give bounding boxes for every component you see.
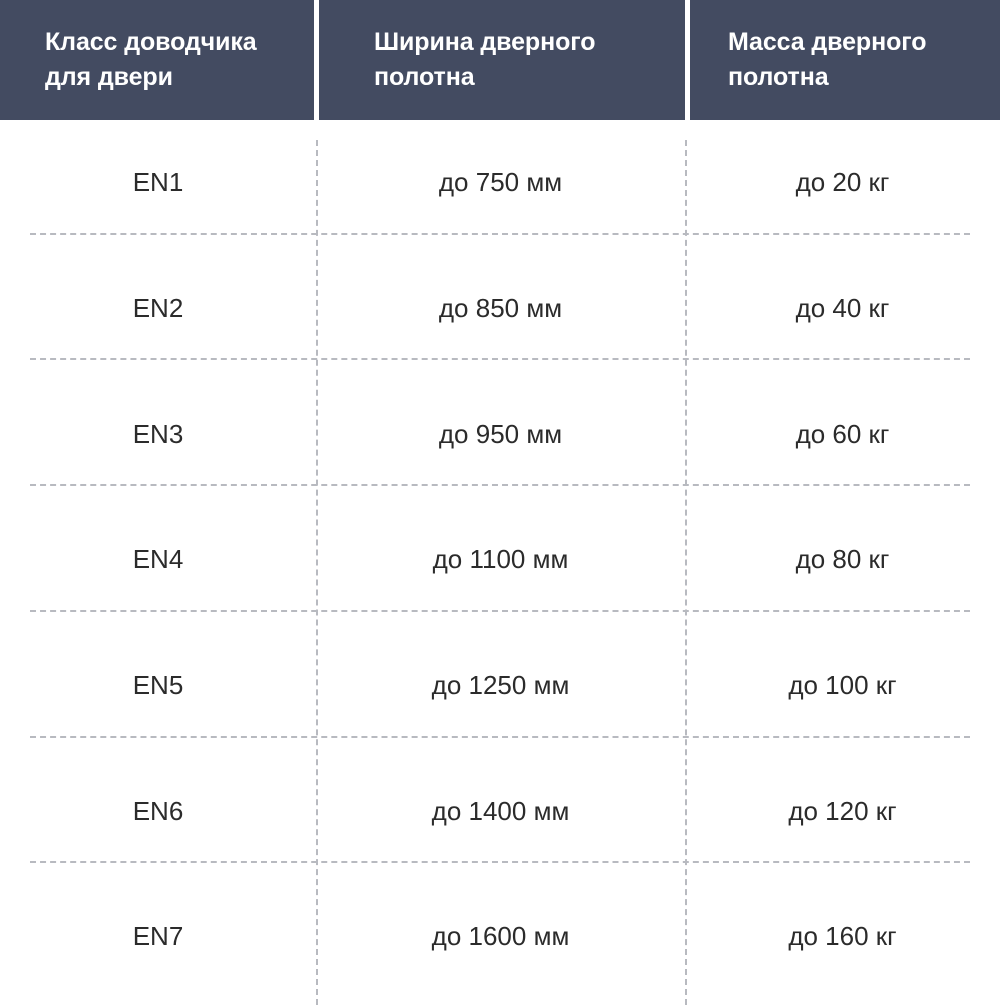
column-header-closer-class: Класс доводчика для двери xyxy=(0,0,314,120)
column-header-door-mass-line1: Масса дверного xyxy=(728,27,927,56)
cell-door-width: до 1100 мм xyxy=(432,544,569,575)
cell-door-width: до 750 мм xyxy=(438,167,563,198)
row-divider xyxy=(30,232,970,235)
cell-door-mass: до 20 кг xyxy=(795,167,890,198)
cell-door-mass: до 80 кг xyxy=(795,544,890,575)
table-row: EN4 до 1100 мм до 80 кг xyxy=(0,497,1000,623)
row-divider xyxy=(30,735,970,738)
header-divider-1 xyxy=(314,0,319,120)
cell-closer-class: EN3 xyxy=(132,418,184,449)
row-divider xyxy=(30,358,970,361)
row-divider xyxy=(30,861,970,864)
column-header-door-width-line1: Ширина дверного xyxy=(374,27,596,56)
cell-door-mass: до 100 кг xyxy=(788,670,897,701)
table-row: EN3 до 950 мм до 60 кг xyxy=(0,371,1000,497)
cell-door-mass: до 160 кг xyxy=(788,921,897,952)
cell-door-width: до 950 мм xyxy=(438,418,563,449)
table-row: EN5 до 1250 мм до 100 кг xyxy=(0,623,1000,749)
header-divider-2 xyxy=(685,0,690,120)
column-header-closer-class-line1: Класс доводчика xyxy=(45,27,257,56)
cell-door-mass: до 120 кг xyxy=(788,795,897,826)
cell-door-mass: до 60 кг xyxy=(795,418,890,449)
column-header-closer-class-line2: для двери xyxy=(45,63,173,91)
cell-closer-class: EN6 xyxy=(132,795,184,826)
column-header-door-width-line2: полотна xyxy=(374,63,475,91)
cell-closer-class: EN4 xyxy=(132,544,184,575)
cell-closer-class: EN7 xyxy=(132,921,184,952)
cell-closer-class: EN2 xyxy=(132,292,184,323)
table-row: EN1 до 750 мм до 20 кг xyxy=(0,120,1000,246)
column-header-door-mass: Масса дверного полотна xyxy=(690,0,1000,120)
table-row: EN2 до 850 мм до 40 кг xyxy=(0,246,1000,372)
table-body: EN1 до 750 мм до 20 кг EN2 до 850 мм до … xyxy=(0,120,1000,1005)
table-header-row: Класс доводчика для двери Ширина дверног… xyxy=(0,0,1000,120)
column-divider-1 xyxy=(316,140,318,1005)
cell-door-width: до 1600 мм xyxy=(431,921,570,952)
table-row: EN6 до 1400 мм до 120 кг xyxy=(0,749,1000,875)
row-divider xyxy=(30,484,970,487)
column-header-door-width: Ширина дверного полотна xyxy=(319,0,685,120)
column-divider-2 xyxy=(685,140,687,1005)
cell-door-width: до 1250 мм xyxy=(431,670,570,701)
cell-closer-class: EN5 xyxy=(132,670,184,701)
table-row: EN7 до 1600 мм до 160 кг xyxy=(0,874,1000,1000)
cell-door-width: до 1400 мм xyxy=(431,795,570,826)
row-divider xyxy=(30,609,970,612)
cell-closer-class: EN1 xyxy=(132,167,184,198)
cell-door-mass: до 40 кг xyxy=(795,292,890,323)
column-header-door-mass-line2: полотна xyxy=(728,63,829,91)
cell-door-width: до 850 мм xyxy=(438,292,563,323)
